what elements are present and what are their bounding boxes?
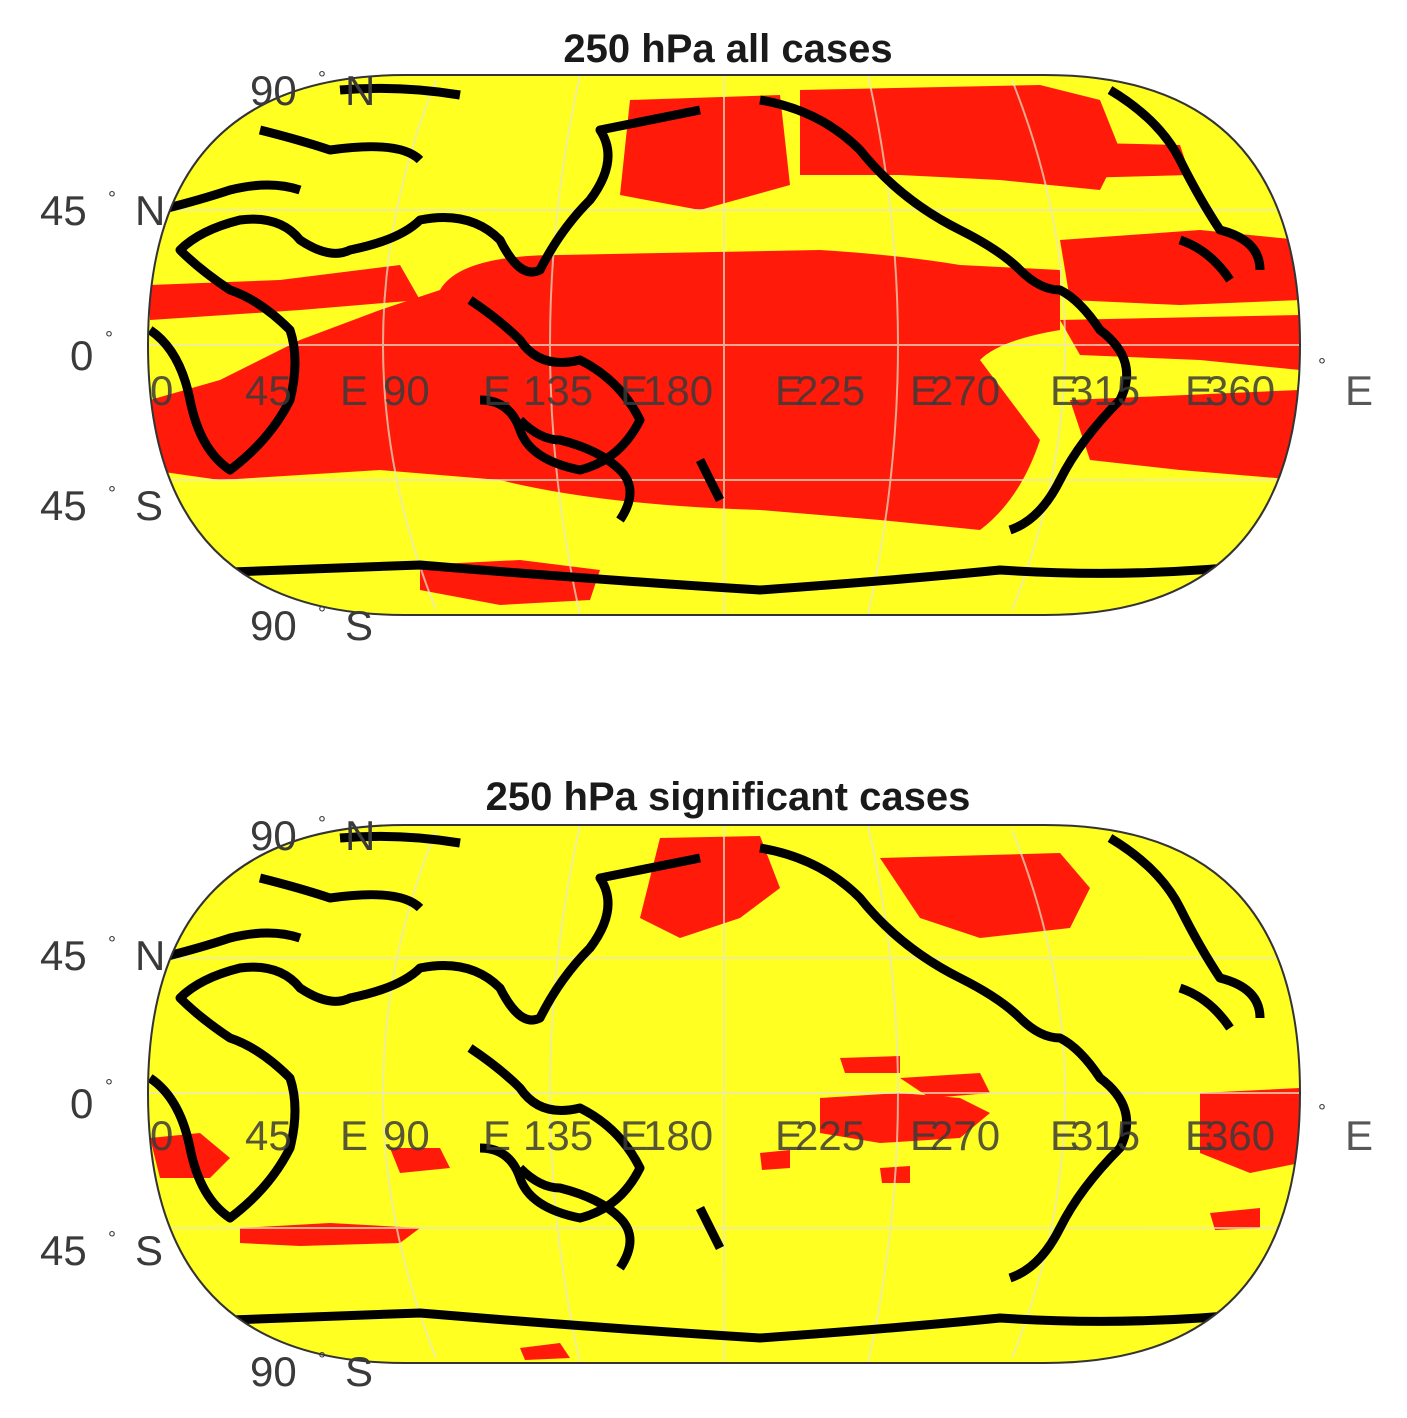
lon-label-0: 0 bbox=[150, 367, 173, 414]
lon-label-e: E bbox=[483, 1112, 511, 1159]
lon-label-135: 135 bbox=[523, 1112, 593, 1159]
lat-label-45: 45 bbox=[40, 932, 87, 979]
degree-symbol: ° bbox=[105, 1076, 113, 1098]
lat-label-s: S bbox=[135, 482, 163, 529]
lat-label-90: 90 bbox=[250, 812, 297, 859]
map-frame bbox=[146, 824, 1302, 1364]
map-body bbox=[148, 75, 1300, 615]
lat-label-n: N bbox=[135, 187, 165, 234]
lat-label-0: 0 bbox=[70, 332, 93, 379]
lon-label-180: 180 bbox=[643, 367, 713, 414]
degree-symbol: ° bbox=[318, 1349, 326, 1371]
latitude-labels: 90 ° N 45 ° N 0 ° 45 ° S 90 ° S bbox=[40, 812, 375, 1395]
map-figure: 250 hPa significant cases bbox=[40, 775, 1373, 1395]
lon-label-90: 90 bbox=[383, 1112, 430, 1159]
longitude-labels: 0 45 E 90 E 135 E 180 E 225 E 270 E 315 … bbox=[150, 355, 1373, 414]
coastlines bbox=[148, 83, 1300, 595]
degree-symbol: ° bbox=[318, 603, 326, 625]
coastlines bbox=[148, 831, 1300, 1343]
degree-symbol: ° bbox=[105, 328, 113, 350]
degree-symbol: ° bbox=[1318, 355, 1326, 377]
map-title: 250 hPa significant cases bbox=[486, 775, 971, 819]
lat-label-s: S bbox=[345, 1348, 373, 1395]
lon-label-e: E bbox=[910, 367, 938, 414]
lon-label-360: 360 bbox=[1205, 367, 1275, 414]
degree-symbol: ° bbox=[108, 188, 116, 210]
latitude-labels: 90 ° N 45 ° N 0 ° 45 ° S 90 ° S bbox=[40, 67, 375, 649]
lon-label-360: 360 bbox=[1205, 1112, 1275, 1159]
lon-label-45: 45 bbox=[245, 1112, 292, 1159]
significant-regions bbox=[150, 85, 1300, 605]
lon-label-e: E bbox=[1345, 1112, 1373, 1159]
lat-label-n: N bbox=[135, 932, 165, 979]
lon-label-0: 0 bbox=[150, 1112, 173, 1159]
lon-label-e: E bbox=[910, 1112, 938, 1159]
degree-symbol: ° bbox=[318, 813, 326, 835]
lon-label-e: E bbox=[483, 367, 511, 414]
lon-label-e: E bbox=[620, 367, 648, 414]
lon-label-e: E bbox=[1185, 367, 1213, 414]
lon-label-e: E bbox=[340, 367, 368, 414]
degree-symbol: ° bbox=[318, 68, 326, 90]
lon-label-270: 270 bbox=[930, 1112, 1000, 1159]
map-body bbox=[148, 825, 1300, 1363]
lat-label-s: S bbox=[345, 602, 373, 649]
lat-label-45: 45 bbox=[40, 187, 87, 234]
lat-label-90: 90 bbox=[250, 67, 297, 114]
map-panel-all-cases: 250 hPa all cases bbox=[0, 0, 1407, 680]
lon-label-270: 270 bbox=[930, 367, 1000, 414]
lat-label-90: 90 bbox=[250, 1348, 297, 1395]
map-figure: 250 hPa all cases bbox=[40, 27, 1373, 649]
longitude-labels: 0 45 E 90 E 135 E 180 E 225 E 270 E 315 … bbox=[150, 1101, 1373, 1159]
degree-symbol: ° bbox=[108, 1228, 116, 1250]
degree-symbol: ° bbox=[108, 483, 116, 505]
lon-label-e: E bbox=[1345, 367, 1373, 414]
lon-label-e: E bbox=[775, 367, 803, 414]
degree-symbol: ° bbox=[1318, 1101, 1326, 1123]
lon-label-225: 225 bbox=[795, 367, 865, 414]
lon-label-315: 315 bbox=[1070, 367, 1140, 414]
lon-label-315: 315 bbox=[1070, 1112, 1140, 1159]
lon-label-135: 135 bbox=[523, 367, 593, 414]
lat-label-45: 45 bbox=[40, 1227, 87, 1274]
lon-label-90: 90 bbox=[383, 367, 430, 414]
lat-label-45: 45 bbox=[40, 482, 87, 529]
graticule bbox=[148, 75, 1300, 615]
lat-label-90: 90 bbox=[250, 602, 297, 649]
lon-label-180: 180 bbox=[643, 1112, 713, 1159]
lat-label-n: N bbox=[345, 67, 375, 114]
lon-label-e: E bbox=[340, 1112, 368, 1159]
lon-label-225: 225 bbox=[795, 1112, 865, 1159]
map-frame bbox=[146, 74, 1302, 616]
lon-label-e: E bbox=[1050, 367, 1078, 414]
lat-label-n: N bbox=[345, 812, 375, 859]
lon-label-e: E bbox=[775, 1112, 803, 1159]
graticule bbox=[148, 825, 1300, 1363]
degree-symbol: ° bbox=[108, 933, 116, 955]
map-title: 250 hPa all cases bbox=[563, 27, 892, 71]
lon-label-e: E bbox=[1050, 1112, 1078, 1159]
map-panel-significant-cases: 250 hPa significant cases bbox=[0, 738, 1407, 1418]
lon-label-e: E bbox=[1185, 1112, 1213, 1159]
lon-label-e: E bbox=[620, 1112, 648, 1159]
lon-label-45: 45 bbox=[245, 367, 292, 414]
lat-label-s: S bbox=[135, 1227, 163, 1274]
lat-label-0: 0 bbox=[70, 1080, 93, 1127]
significant-regions bbox=[150, 836, 1300, 1360]
